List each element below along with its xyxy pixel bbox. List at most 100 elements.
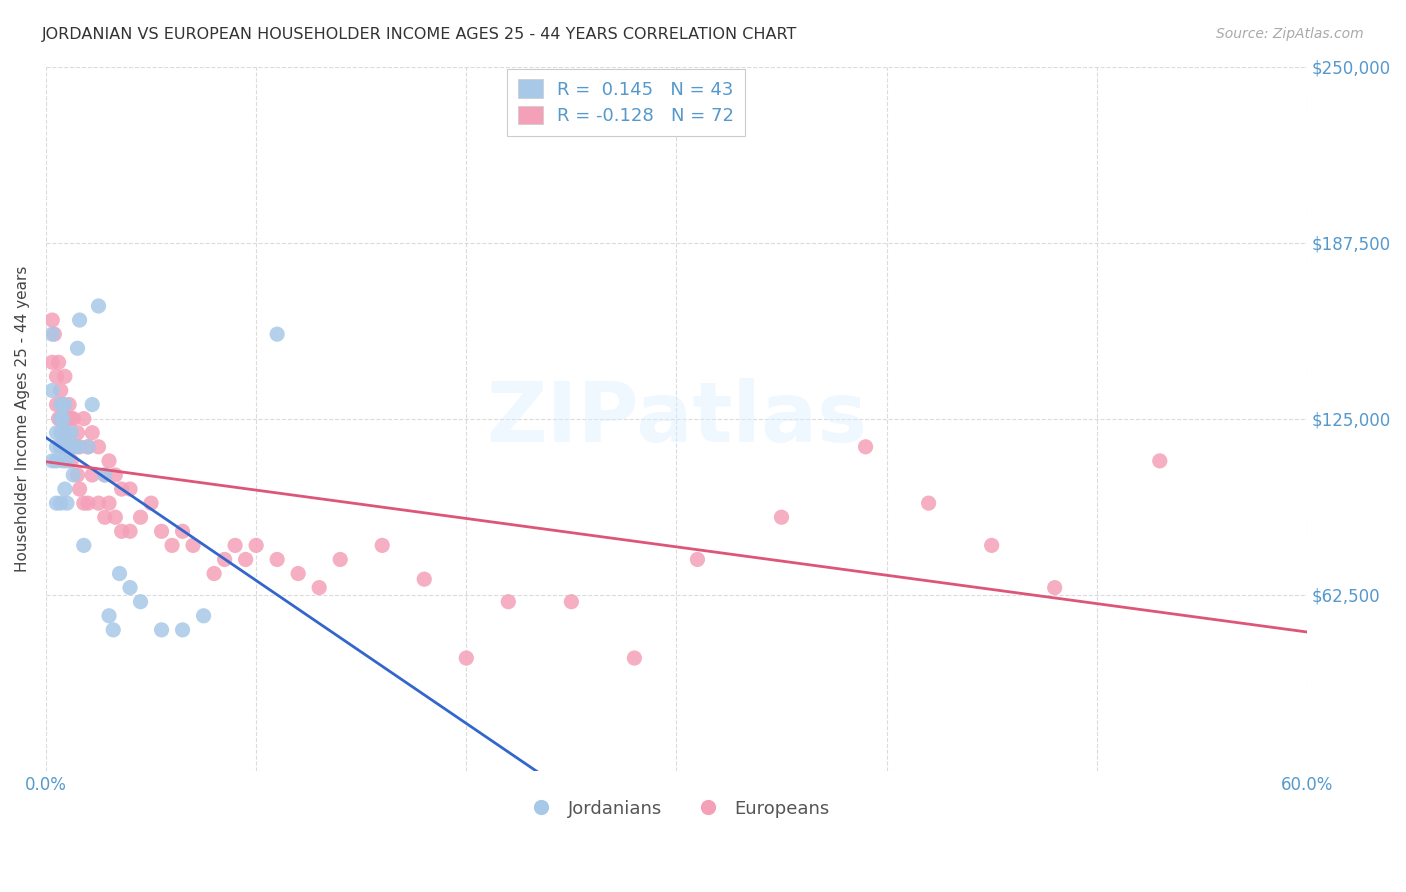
- Text: ZIPatlas: ZIPatlas: [486, 378, 868, 459]
- Point: [82, 398, 104, 412]
- Point: [413, 572, 436, 586]
- Point: [62, 440, 84, 454]
- Point: [53, 425, 76, 440]
- Point: [917, 496, 939, 510]
- Point: [69, 440, 91, 454]
- Point: [104, 510, 127, 524]
- Point: [371, 538, 394, 552]
- Point: [82, 467, 104, 482]
- Point: [160, 538, 183, 552]
- Point: [104, 467, 127, 482]
- Point: [60, 440, 83, 454]
- Point: [56, 496, 79, 510]
- Point: [266, 552, 288, 566]
- Point: [235, 552, 257, 566]
- Point: [45, 496, 67, 510]
- Point: [58, 398, 80, 412]
- Point: [49, 440, 72, 454]
- Point: [172, 623, 194, 637]
- Point: [150, 623, 173, 637]
- Point: [150, 524, 173, 539]
- Point: [287, 566, 309, 581]
- Point: [202, 566, 225, 581]
- Point: [129, 510, 152, 524]
- Point: [770, 510, 793, 524]
- Point: [69, 482, 91, 496]
- Point: [129, 595, 152, 609]
- Point: [52, 454, 75, 468]
- Point: [308, 581, 330, 595]
- Point: [45, 369, 67, 384]
- Point: [98, 454, 121, 468]
- Point: [66, 467, 89, 482]
- Point: [498, 595, 520, 609]
- Point: [108, 566, 131, 581]
- Point: [111, 482, 134, 496]
- Point: [77, 496, 100, 510]
- Point: [52, 440, 75, 454]
- Point: [1149, 454, 1171, 468]
- Point: [66, 425, 89, 440]
- Point: [56, 440, 79, 454]
- Point: [77, 440, 100, 454]
- Point: [45, 398, 67, 412]
- Y-axis label: Householder Income Ages 25 - 44 years: Householder Income Ages 25 - 44 years: [15, 266, 30, 572]
- Point: [60, 425, 83, 440]
- Point: [52, 425, 75, 440]
- Point: [118, 482, 141, 496]
- Point: [58, 440, 80, 454]
- Point: [214, 552, 236, 566]
- Point: [94, 467, 117, 482]
- Point: [329, 552, 352, 566]
- Point: [49, 440, 72, 454]
- Point: [139, 496, 162, 510]
- Point: [48, 411, 70, 425]
- Point: [224, 538, 246, 552]
- Point: [82, 425, 104, 440]
- Point: [1043, 581, 1066, 595]
- Point: [49, 384, 72, 398]
- Point: [98, 496, 121, 510]
- Point: [45, 440, 67, 454]
- Point: [69, 313, 91, 327]
- Point: [49, 411, 72, 425]
- Point: [181, 538, 204, 552]
- Point: [118, 581, 141, 595]
- Point: [87, 299, 110, 313]
- Point: [62, 440, 84, 454]
- Point: [53, 398, 76, 412]
- Point: [52, 411, 75, 425]
- Point: [87, 440, 110, 454]
- Point: [193, 608, 215, 623]
- Text: JORDANIAN VS EUROPEAN HOUSEHOLDER INCOME AGES 25 - 44 YEARS CORRELATION CHART: JORDANIAN VS EUROPEAN HOUSEHOLDER INCOME…: [42, 27, 797, 42]
- Point: [77, 440, 100, 454]
- Point: [103, 623, 125, 637]
- Point: [49, 496, 72, 510]
- Point: [98, 608, 121, 623]
- Point: [980, 538, 1002, 552]
- Point: [48, 355, 70, 369]
- Point: [62, 411, 84, 425]
- Point: [56, 411, 79, 425]
- Point: [49, 398, 72, 412]
- Point: [62, 467, 84, 482]
- Point: [53, 369, 76, 384]
- Point: [686, 552, 709, 566]
- Point: [41, 454, 63, 468]
- Point: [111, 524, 134, 539]
- Point: [56, 454, 79, 468]
- Point: [60, 411, 83, 425]
- Point: [45, 425, 67, 440]
- Point: [53, 440, 76, 454]
- Point: [49, 425, 72, 440]
- Point: [41, 327, 63, 342]
- Text: Source: ZipAtlas.com: Source: ZipAtlas.com: [1216, 27, 1364, 41]
- Point: [53, 482, 76, 496]
- Point: [49, 411, 72, 425]
- Point: [41, 384, 63, 398]
- Point: [66, 341, 89, 355]
- Point: [44, 327, 66, 342]
- Point: [245, 538, 267, 552]
- Point: [118, 524, 141, 539]
- Point: [560, 595, 582, 609]
